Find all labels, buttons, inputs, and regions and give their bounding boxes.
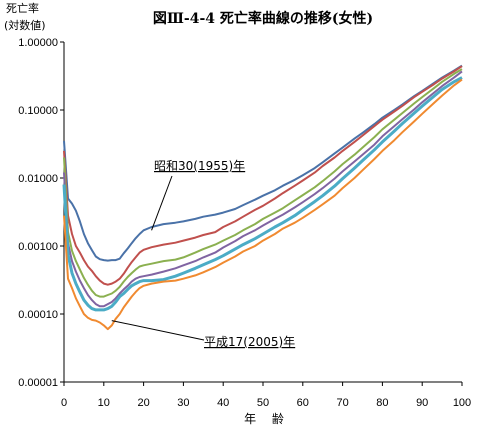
x-tick-label: 30 [177,397,189,409]
series-line-2 [63,65,463,286]
series-line-4 [63,70,463,308]
series-lines [62,64,463,331]
y-tick-label: 0.00010 [18,309,58,321]
series-line-6 [63,78,463,331]
series-line-3 [63,68,463,298]
x-tick-label: 0 [61,397,67,409]
x-tick-label: 90 [416,397,428,409]
y-tick-label: 0.00100 [18,241,58,253]
axes [63,42,462,383]
annotation-label: 昭和30(1955)年 [154,159,245,173]
x-tick-label: 10 [98,397,110,409]
x-tick-label: 80 [376,397,388,409]
y-tick-label: 0.00001 [18,377,58,389]
annotation-leader-line [151,175,173,231]
x-tick-label: 100 [453,397,471,409]
chart-title: 図Ⅲ-4-4 死亡率曲線の推移(女性) [153,10,373,27]
y-tick-label: 1.00000 [18,37,58,49]
x-ticks: 0 10 20 30 40 50 60 70 80 90 100 [61,382,471,409]
annotation-leader-line [111,320,205,341]
x-axis-label: 年 齢 [244,411,290,426]
y-tick-label: 0.10000 [18,105,58,117]
y-tick-label: 0.01000 [18,173,58,185]
annotation-label: 平成17(2005)年 [204,335,295,349]
y-axis-label-line-2: (対数値) [4,18,46,32]
x-tick-label: 70 [336,397,348,409]
x-tick-label: 50 [257,397,269,409]
x-tick-label: 60 [297,397,309,409]
x-tick-label: 40 [217,397,229,409]
series-line-5 [62,76,463,312]
y-ticks: 1.00000 0.10000 0.01000 0.00100 0.00010 0.000… [18,37,64,389]
x-tick-label: 20 [137,397,149,409]
series-line-1 [63,64,463,262]
y-axis-label-line-1: 死亡率 [6,1,39,15]
